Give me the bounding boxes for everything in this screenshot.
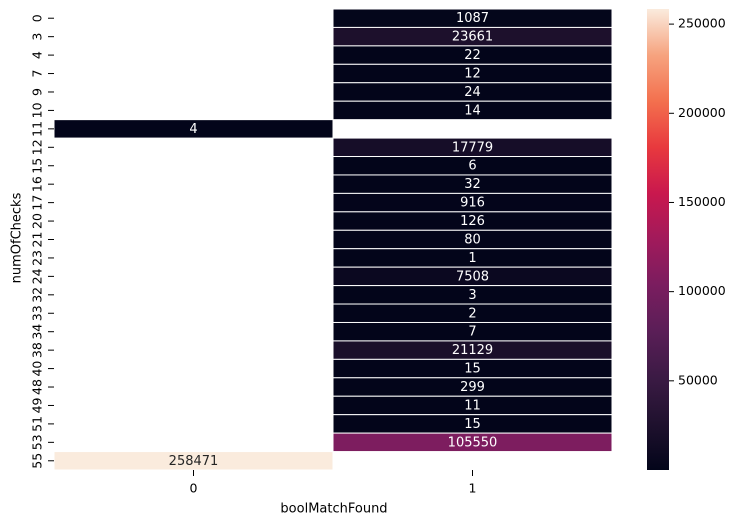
y-tick-label: 51 [30, 416, 45, 432]
colorbar-tick-label: 100000 [678, 283, 726, 298]
cell-value-label: 7 [468, 325, 476, 340]
y-tick-label: 10 [30, 102, 45, 118]
y-tick-label: 4 [30, 51, 45, 59]
cell-value-label: 4 [189, 122, 197, 137]
cell-value-label: 7508 [456, 269, 489, 284]
y-tick-label: 11 [30, 121, 45, 137]
x-axis-label: boolMatchFound [280, 502, 387, 517]
y-tick-label: 9 [30, 88, 45, 96]
y-tick-label: 38 [30, 342, 45, 358]
y-tick-label: 17 [30, 195, 45, 211]
y-tick-label: 7 [30, 70, 45, 78]
colorbar-tick-label: 200000 [678, 105, 726, 120]
cell-value-label: 80 [464, 233, 481, 248]
x-tick-label: 1 [469, 481, 477, 496]
y-axis-label: numOfChecks [10, 192, 25, 283]
cell-value-label: 15 [464, 362, 481, 377]
cell-value-label: 12 [464, 67, 481, 82]
cell-value-label: 1 [468, 251, 476, 266]
cell-value-label: 24 [464, 85, 481, 100]
cell-value-label: 32 [464, 177, 481, 192]
cell-value-label: 916 [460, 196, 485, 211]
y-tick-label: 53 [30, 434, 45, 450]
y-tick-label: 40 [30, 361, 45, 377]
colorbar-tick-label: 150000 [678, 194, 726, 209]
x-tick-label: 0 [190, 481, 198, 496]
heatmap-cell [332, 100, 613, 121]
cell-value-label: 1087 [456, 11, 489, 26]
cell-labels: 1087236612212241441777963291612680175083… [169, 11, 498, 469]
y-tick-label: 33 [30, 305, 45, 321]
cell-value-label: 126 [460, 214, 485, 229]
cell-value-label: 17779 [452, 140, 493, 155]
cell-value-label: 299 [460, 380, 485, 395]
cell-value-label: 21129 [452, 343, 493, 358]
cell-value-label: 22 [464, 48, 481, 63]
cell-value-label: 3 [468, 288, 476, 303]
y-tick-label: 49 [30, 397, 45, 413]
y-tick-label: 21 [30, 232, 45, 248]
y-tick-label: 0 [30, 14, 45, 22]
y-tick-label: 32 [30, 287, 45, 303]
y-tick-label: 12 [30, 139, 45, 155]
colorbar-tick-label: 50000 [678, 372, 718, 387]
y-tick-label: 3 [30, 33, 45, 41]
y-tick-label: 55 [30, 453, 45, 469]
heatmap-cells [53, 8, 613, 471]
y-axis: 0347910111215161720212324323334384048495… [30, 14, 54, 469]
y-tick-label: 48 [30, 379, 45, 395]
y-tick-label: 15 [30, 158, 45, 174]
y-tick-label: 20 [30, 213, 45, 229]
y-tick-label: 34 [30, 324, 45, 340]
cell-value-label: 23661 [452, 30, 493, 45]
cell-value-label: 11 [464, 398, 481, 413]
heatmap-cell [332, 432, 613, 453]
cell-value-label: 6 [468, 159, 476, 174]
colorbar-gradient [647, 9, 669, 470]
cell-value-label: 105550 [448, 435, 498, 450]
cell-value-label: 15 [464, 417, 481, 432]
y-tick-label: 16 [30, 176, 45, 192]
colorbar: 50000 100000 150000 200000 250000 [647, 9, 726, 470]
cell-value-label: 14 [464, 103, 481, 118]
colorbar-tick-label: 250000 [678, 16, 726, 31]
cell-value-label: 2 [468, 306, 476, 321]
cell-value-label: 258471 [169, 454, 219, 469]
y-tick-label: 24 [30, 268, 45, 284]
y-tick-label: 23 [30, 250, 45, 266]
